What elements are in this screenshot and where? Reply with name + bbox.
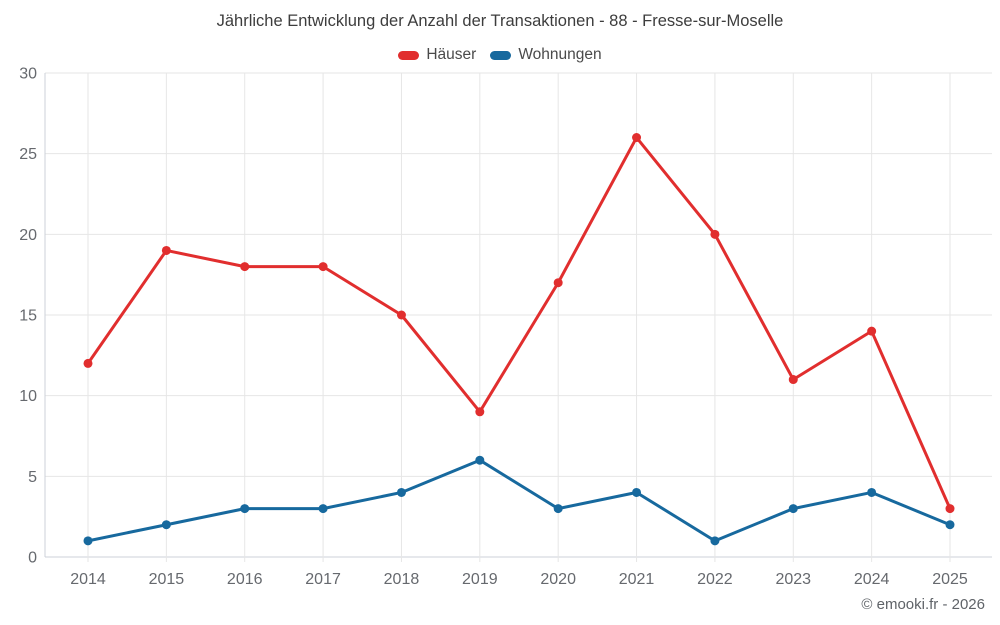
data-point-häuser[interactable]: [788, 375, 798, 385]
data-point-häuser[interactable]: [867, 326, 877, 336]
series-line-wohnungen: [86, 458, 952, 543]
y-axis-tick-label: 5: [28, 469, 37, 486]
x-axis-tick-label: 2015: [149, 571, 185, 588]
x-axis-tick-label: 2023: [775, 571, 811, 588]
data-point-wohnungen[interactable]: [945, 520, 955, 530]
hauser-series-swatch-icon: [398, 50, 420, 60]
x-axis-tick-label: 2025: [932, 571, 968, 588]
legend-item-hauser[interactable]: Häuser: [398, 46, 476, 64]
y-axis-tick-label: 30: [19, 66, 37, 83]
x-axis-tick-label: 2018: [384, 571, 420, 588]
x-axis-tick-label: 2024: [854, 571, 890, 588]
data-point-wohnungen[interactable]: [788, 504, 798, 514]
y-axis-tick-label: 25: [19, 146, 37, 163]
data-point-häuser[interactable]: [945, 504, 955, 514]
x-axis-tick-label: 2020: [540, 571, 576, 588]
series-line-häuser: [86, 136, 952, 511]
data-point-wohnungen[interactable]: [475, 455, 485, 465]
data-point-wohnungen[interactable]: [161, 520, 171, 530]
data-point-wohnungen[interactable]: [240, 504, 250, 514]
x-axis-tick-label: 2017: [305, 571, 341, 588]
data-point-häuser[interactable]: [553, 278, 563, 288]
x-axis-tick-label: 2019: [462, 571, 498, 588]
legend-label-wohnungen: Wohnungen: [518, 46, 602, 63]
legend-label-hauser: Häuser: [426, 46, 477, 63]
x-axis-tick-label: 2016: [227, 571, 263, 588]
legend-item-wohnungen[interactable]: Wohnungen: [490, 46, 602, 64]
data-point-wohnungen[interactable]: [867, 487, 877, 497]
data-point-häuser[interactable]: [710, 229, 720, 239]
data-point-häuser[interactable]: [83, 358, 93, 368]
data-point-häuser[interactable]: [632, 133, 642, 143]
data-point-häuser[interactable]: [240, 262, 250, 272]
data-point-wohnungen[interactable]: [318, 504, 328, 514]
y-axis-tick-label: 15: [19, 308, 37, 325]
data-point-häuser[interactable]: [475, 407, 485, 417]
y-axis-tick-label: 0: [28, 550, 37, 567]
data-point-häuser[interactable]: [396, 310, 406, 320]
y-axis-tick-label: 20: [19, 227, 37, 244]
chart-title: Jährliche Entwicklung der Anzahl der Tra…: [216, 12, 784, 30]
data-point-wohnungen[interactable]: [553, 504, 563, 514]
data-point-wohnungen[interactable]: [83, 536, 93, 546]
x-axis-tick-label: 2021: [619, 571, 655, 588]
data-point-wohnungen[interactable]: [632, 487, 642, 497]
wohnungen-series-swatch-icon: [490, 50, 512, 60]
data-point-häuser[interactable]: [318, 262, 328, 272]
x-axis-tick-label: 2022: [697, 571, 733, 588]
data-point-häuser[interactable]: [161, 245, 171, 255]
credit-watermark: © emooki.fr - 2026: [861, 596, 985, 613]
x-axis-tick-label: 2014: [70, 571, 106, 588]
data-point-wohnungen[interactable]: [396, 487, 406, 497]
y-axis-tick-label: 10: [19, 388, 37, 405]
data-point-wohnungen[interactable]: [710, 536, 720, 546]
legend: Häuser Wohnungen: [0, 46, 1000, 64]
